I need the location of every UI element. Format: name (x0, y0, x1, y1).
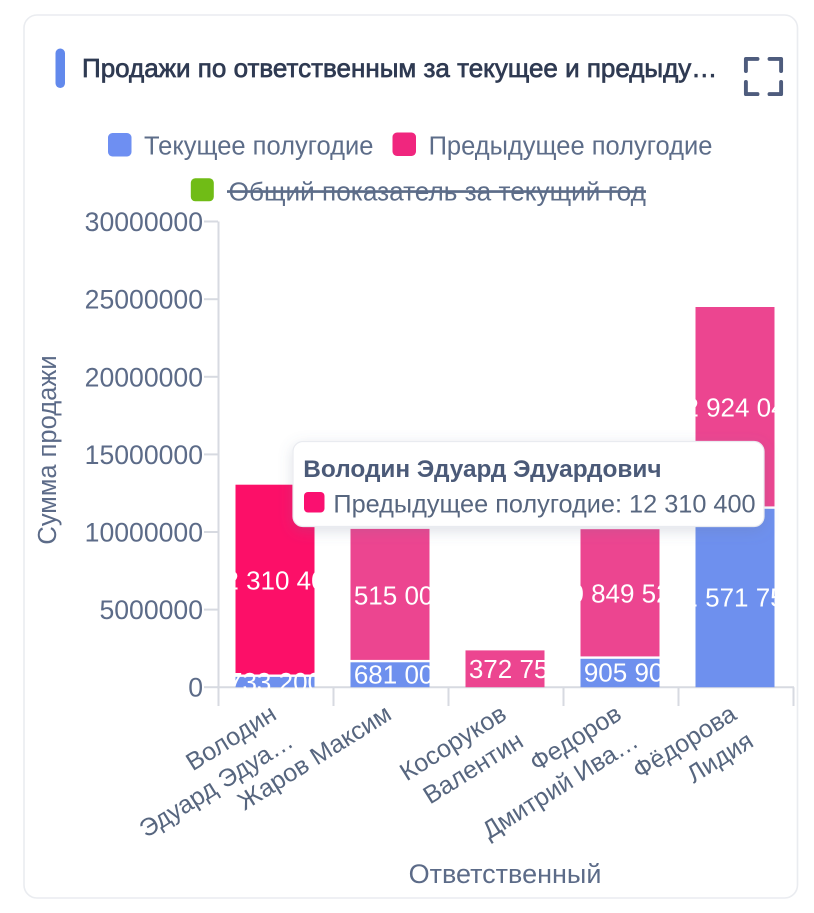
svg-text:8 515 000: 8 515 000 (332, 580, 448, 610)
svg-text:10 849 520: 10 849 520 (555, 579, 685, 609)
svg-text:1 905 900: 1 905 900 (562, 658, 678, 688)
svg-text:Предыдущее полугодие: 12 310 4: Предыдущее полугодие: 12 310 400 (333, 490, 755, 518)
svg-text:Володин Эдуард Эдуардович: Володин Эдуард Эдуардович (303, 456, 661, 483)
svg-text:5000000: 5000000 (99, 595, 203, 625)
svg-text:Сумма продажи: Сумма продажи (34, 355, 62, 544)
svg-text:Ответственный: Ответственный (409, 859, 602, 889)
svg-text:12 310 400: 12 310 400 (210, 566, 340, 596)
svg-text:25000000: 25000000 (85, 285, 203, 315)
svg-text:15000000: 15000000 (85, 440, 203, 470)
svg-text:20000000: 20000000 (85, 362, 203, 392)
svg-text:733 200: 733 200 (228, 667, 322, 697)
svg-text:0: 0 (188, 673, 203, 703)
svg-text:1 681 000: 1 681 000 (332, 660, 448, 690)
svg-text:Текущее полугодие: Текущее полугодие (144, 133, 373, 161)
svg-text:11 571 750: 11 571 750 (671, 583, 799, 613)
svg-text:30000000: 30000000 (85, 207, 203, 237)
svg-text:10000000: 10000000 (85, 518, 203, 548)
svg-text:12 924 040: 12 924 040 (670, 393, 800, 423)
svg-text:Предыдущее полугодие: Предыдущее полугодие (429, 133, 713, 161)
svg-text:Продажи по ответственным за те: Продажи по ответственным за текущее и пр… (82, 53, 717, 83)
svg-text:2 372 750: 2 372 750 (447, 654, 563, 684)
